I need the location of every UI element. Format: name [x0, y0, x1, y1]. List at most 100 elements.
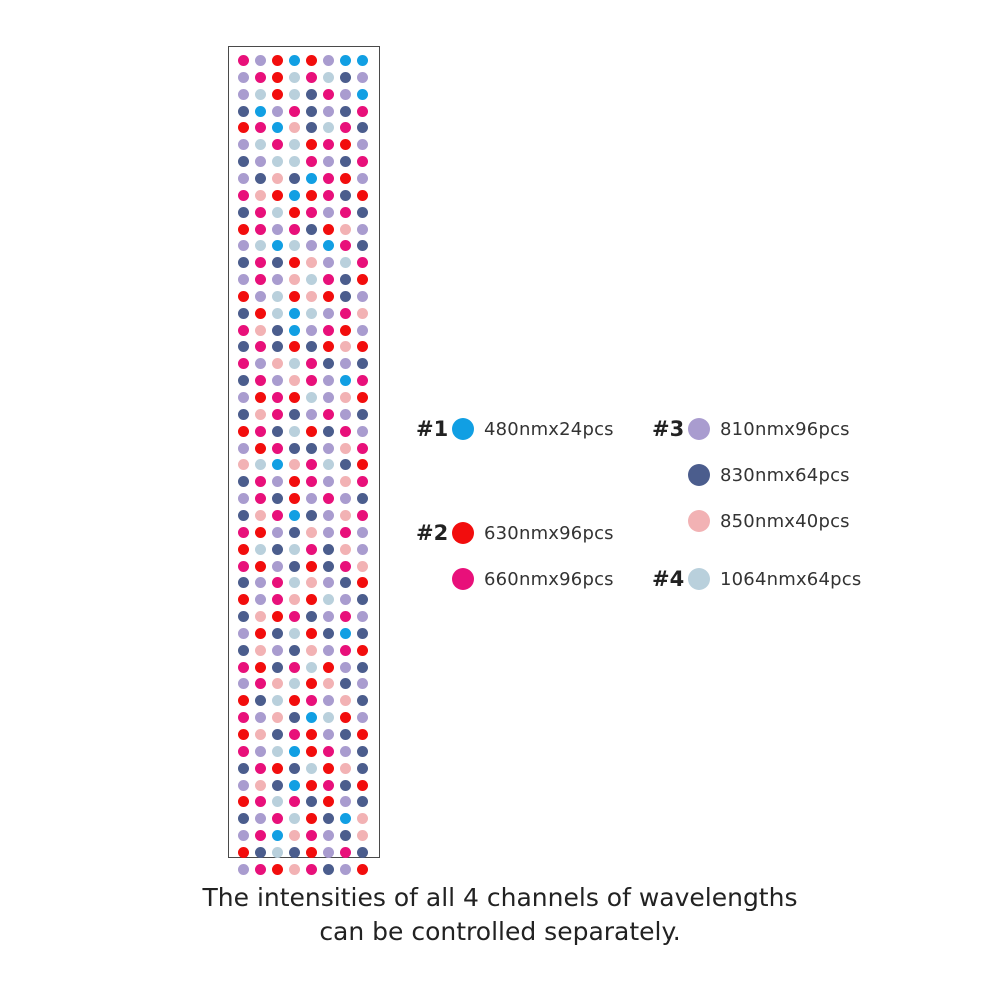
led-810nm — [356, 71, 368, 83]
led-1064nm — [322, 122, 334, 134]
led-630nm — [237, 796, 249, 808]
led-1064nm — [254, 88, 266, 100]
led-850nm — [339, 223, 351, 235]
led-1064nm — [288, 156, 300, 168]
led-810nm — [254, 712, 266, 724]
led-830nm — [356, 240, 368, 252]
led-630nm — [356, 274, 368, 286]
led-810nm — [339, 745, 351, 757]
legend-text-810nm: 810nmx96pcs — [720, 418, 850, 440]
led-660nm — [305, 830, 317, 842]
led-630nm — [237, 543, 249, 555]
led-810nm — [271, 526, 283, 538]
led-630nm — [305, 55, 317, 66]
led-850nm — [305, 257, 317, 269]
caption-line-2: can be controlled separately. — [319, 917, 681, 946]
led-1064nm — [254, 543, 266, 555]
led-810nm — [237, 678, 249, 690]
led-830nm — [271, 661, 283, 673]
led-480nm — [322, 240, 334, 252]
led-850nm — [254, 324, 266, 336]
led-830nm — [237, 156, 249, 168]
led-480nm — [339, 375, 351, 387]
led-630nm — [305, 678, 317, 690]
led-810nm — [254, 594, 266, 606]
led-480nm — [271, 122, 283, 134]
led-810nm — [237, 493, 249, 505]
led-660nm — [322, 274, 334, 286]
led-1064nm — [305, 762, 317, 774]
led-830nm — [237, 509, 249, 521]
led-660nm — [322, 189, 334, 201]
led-660nm — [356, 442, 368, 454]
led-830nm — [254, 695, 266, 707]
led-630nm — [305, 745, 317, 757]
led-660nm — [288, 105, 300, 117]
led-810nm — [254, 358, 266, 370]
led-1064nm — [271, 745, 283, 757]
led-1064nm — [254, 139, 266, 151]
led-630nm — [237, 729, 249, 740]
led-630nm — [254, 560, 266, 572]
led-630nm — [271, 762, 283, 774]
led-1064nm — [271, 307, 283, 319]
led-830nm — [288, 172, 300, 184]
led-850nm — [288, 274, 300, 286]
led-630nm — [322, 341, 334, 353]
led-810nm — [322, 105, 334, 117]
led-830nm — [356, 745, 368, 757]
led-630nm — [356, 779, 368, 791]
led-630nm — [288, 493, 300, 505]
led-630nm — [305, 594, 317, 606]
led-630nm — [271, 611, 283, 623]
led-850nm — [271, 358, 283, 370]
led-830nm — [339, 729, 351, 740]
led-830nm — [356, 206, 368, 218]
led-810nm — [237, 830, 249, 842]
led-810nm — [356, 712, 368, 724]
led-850nm — [356, 560, 368, 572]
led-810nm — [271, 476, 283, 488]
led-660nm — [254, 206, 266, 218]
led-830nm — [288, 762, 300, 774]
led-660nm — [356, 476, 368, 488]
led-660nm — [271, 442, 283, 454]
led-1064nm — [322, 459, 334, 471]
led-810nm — [237, 274, 249, 286]
led-810nm — [356, 139, 368, 151]
led-850nm — [271, 712, 283, 724]
legend-channel-1-row: #1 480nmx24pcs — [416, 414, 614, 444]
led-810nm — [322, 509, 334, 521]
led-660nm — [305, 375, 317, 387]
led-630nm — [356, 189, 368, 201]
led-1064nm — [271, 206, 283, 218]
led-850nm — [305, 290, 317, 302]
led-660nm — [271, 813, 283, 825]
led-630nm — [305, 139, 317, 151]
led-1064nm — [271, 846, 283, 858]
led-1064nm — [322, 594, 334, 606]
led-660nm — [339, 122, 351, 134]
led-830nm — [237, 644, 249, 656]
led-850nm — [339, 341, 351, 353]
led-810nm — [356, 172, 368, 184]
led-630nm — [339, 139, 351, 151]
channel-3-label: #3 — [652, 417, 685, 441]
led-830nm — [339, 189, 351, 201]
led-1064nm — [271, 695, 283, 707]
led-810nm — [322, 257, 334, 269]
led-830nm — [288, 712, 300, 724]
led-660nm — [322, 88, 334, 100]
led-830nm — [305, 105, 317, 117]
led-660nm — [322, 172, 334, 184]
legend-dot-480nm — [452, 418, 474, 440]
led-630nm — [254, 307, 266, 319]
led-630nm — [254, 661, 266, 673]
led-630nm — [254, 526, 266, 538]
led-810nm — [339, 796, 351, 808]
led-810nm — [356, 223, 368, 235]
legend-channel-3-row-810: #3 810nmx96pcs — [652, 414, 850, 444]
led-1064nm — [305, 307, 317, 319]
led-810nm — [356, 678, 368, 690]
led-1064nm — [254, 240, 266, 252]
